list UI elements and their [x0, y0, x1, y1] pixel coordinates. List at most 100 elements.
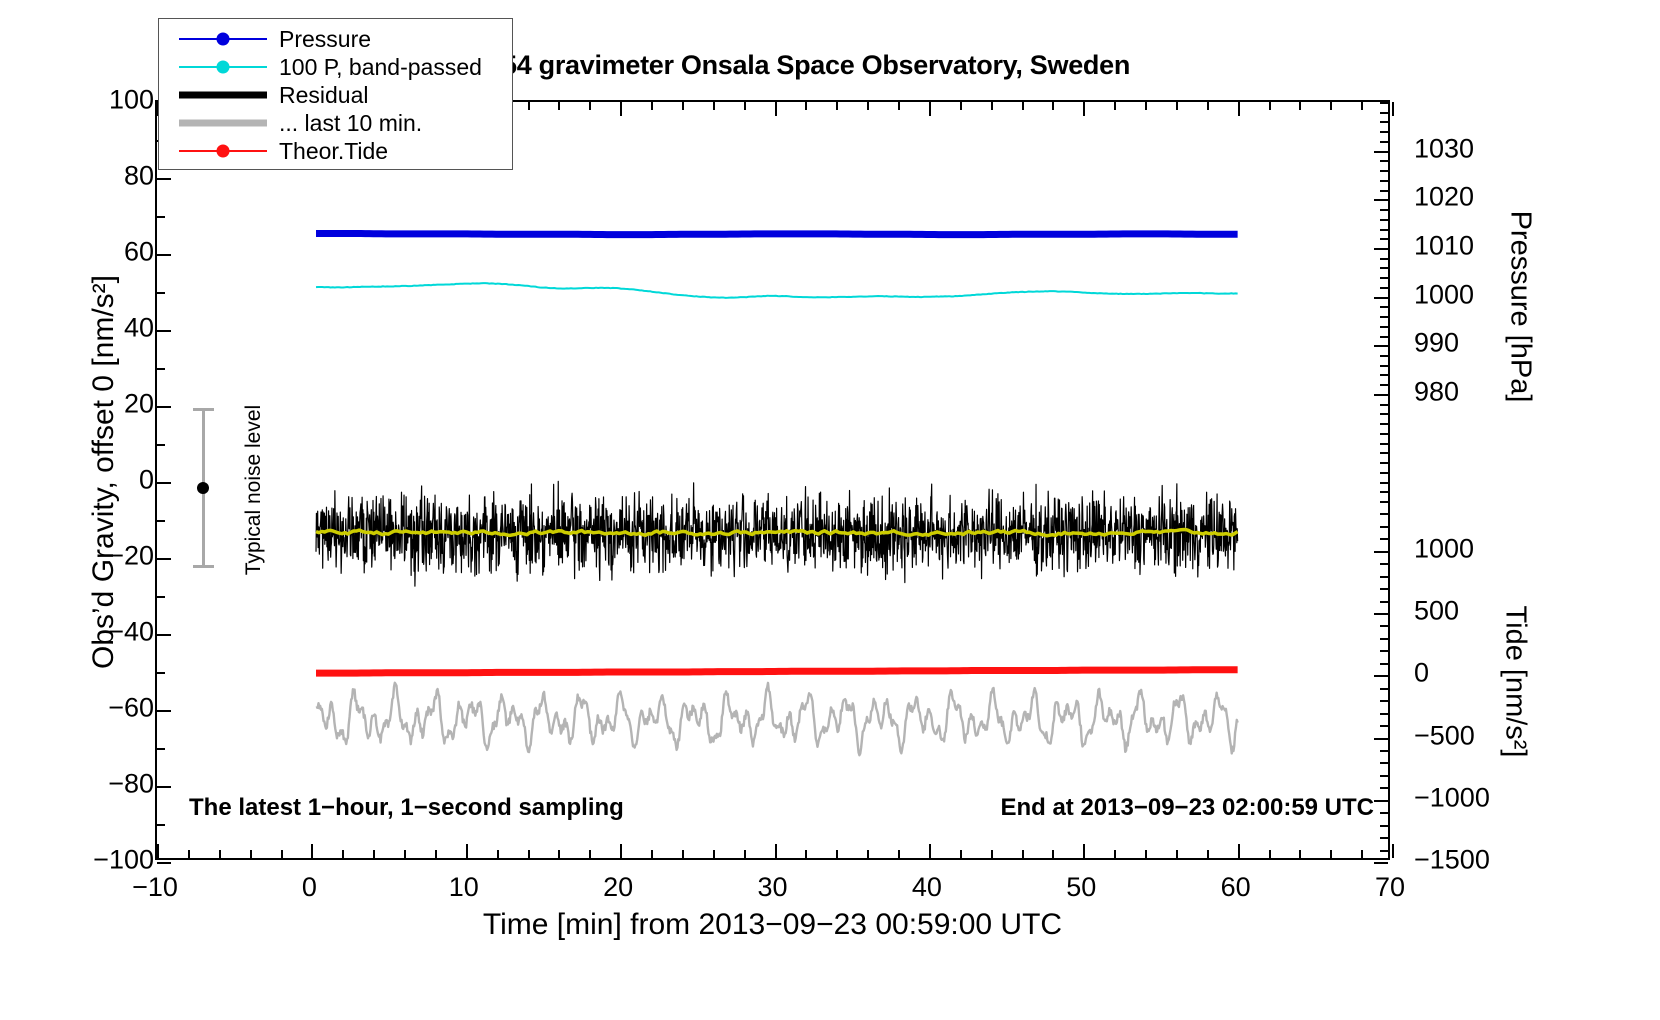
axis-tick	[1374, 150, 1388, 153]
axis-tick	[187, 850, 190, 858]
y-tick-label-tide: −1500	[1414, 844, 1490, 875]
axis-tick	[1083, 102, 1086, 116]
axis-tick	[1380, 471, 1388, 474]
legend-item-3[interactable]: ... last 10 min.	[159, 109, 512, 137]
axis-tick	[157, 520, 165, 522]
axis-tick	[990, 102, 993, 110]
legend-dot-icon	[216, 144, 230, 158]
y-tick-label-tide: 500	[1414, 595, 1460, 626]
x-tick-label: −10	[132, 872, 178, 902]
axis-tick	[157, 330, 171, 332]
axis-tick	[157, 596, 165, 598]
y-tick-label-left: 60	[123, 236, 154, 267]
axis-tick	[1145, 102, 1147, 110]
axis-tick	[1380, 160, 1388, 163]
legend-item-0[interactable]: Pressure	[159, 25, 512, 53]
axis-tick	[836, 102, 839, 110]
axis-tick	[1392, 102, 1394, 116]
y-tick-label-pressure: 980	[1414, 376, 1460, 407]
legend-line-icon	[179, 91, 267, 99]
axis-tick	[1052, 102, 1055, 110]
axis-tick	[743, 102, 746, 110]
axis-tick	[651, 102, 653, 110]
axis-tick	[1380, 824, 1388, 827]
legend-label: ... last 10 min.	[279, 109, 423, 136]
axis-tick	[1380, 563, 1388, 566]
axis-tick	[1145, 850, 1147, 858]
axis-tick	[651, 850, 653, 858]
axis-tick	[1380, 812, 1388, 815]
axis-tick	[1268, 850, 1271, 858]
axis-tick	[1299, 850, 1302, 858]
axis-tick	[1206, 850, 1209, 858]
axis-tick	[157, 406, 171, 408]
x-tick-label: 30	[757, 872, 788, 902]
legend-label: Pressure	[279, 25, 372, 52]
y-tick-label-pressure: 1010	[1414, 230, 1475, 261]
axis-tick	[157, 748, 165, 750]
axis-tick	[1380, 140, 1388, 143]
legend-label: Residual	[279, 81, 369, 108]
noise-errorbar-cap-bottom	[193, 565, 214, 568]
axis-tick	[774, 102, 777, 116]
axis-tick	[1380, 218, 1388, 221]
y-tick-label-pressure: 1030	[1414, 133, 1475, 164]
axis-tick	[1021, 850, 1024, 858]
page-title: SCG_054 gravimeter Onsala Space Observat…	[414, 50, 1131, 80]
legend[interactable]: Pressure 100 P, band-passed Residual... la…	[158, 18, 513, 170]
axis-tick	[898, 102, 900, 110]
axis-tick	[867, 850, 870, 858]
data-traces	[315, 229, 1239, 757]
axis-tick	[1380, 403, 1388, 406]
legend-label: 100 P, band-passed	[279, 53, 482, 80]
legend-item-1[interactable]: 100 P, band-passed	[159, 53, 512, 81]
axis-tick	[620, 844, 623, 858]
trace-last-10-min	[315, 681, 1239, 757]
axis-tick	[1052, 850, 1055, 858]
axis-tick	[157, 178, 171, 180]
axis-tick	[404, 850, 406, 858]
axis-tick	[1380, 257, 1388, 260]
axis-tick	[1206, 102, 1209, 110]
axis-tick	[157, 216, 165, 218]
axis-tick	[959, 850, 962, 858]
axis-tick	[1380, 625, 1388, 628]
axis-tick	[1380, 650, 1388, 653]
axis-tick	[157, 482, 171, 484]
y-tick-label-tide: 0	[1414, 657, 1430, 688]
axis-tick	[1374, 675, 1388, 678]
axis-tick	[218, 850, 221, 858]
axis-tick	[805, 850, 808, 858]
legend-item-2[interactable]: Residual	[159, 81, 512, 109]
axis-tick	[1380, 384, 1388, 387]
axis-tick	[1237, 102, 1240, 116]
axis-tick	[1299, 102, 1302, 110]
axis-tick	[1374, 799, 1388, 802]
y-tick-label-left: −20	[108, 540, 154, 571]
axis-tick	[867, 102, 870, 110]
axis-tick	[1374, 550, 1388, 553]
axis-tick	[743, 850, 746, 858]
axis-tick	[1361, 850, 1364, 858]
y-tick-label-left: −60	[108, 692, 154, 723]
axis-tick	[1380, 513, 1388, 516]
axis-tick	[249, 850, 252, 858]
axis-tick	[681, 102, 684, 110]
axis-tick	[1380, 364, 1388, 367]
axis-tick	[1374, 247, 1388, 250]
legend-item-4[interactable]: Theor.Tide	[159, 137, 512, 165]
trace-residual-smoothed	[315, 527, 1239, 538]
axis-tick	[527, 102, 530, 110]
y-tick-label-tide: −500	[1414, 720, 1475, 751]
y-tick-label-tide: −1000	[1414, 782, 1490, 813]
axis-tick	[1380, 179, 1388, 182]
noise-label: Typical noise level	[242, 404, 265, 576]
axis-tick	[774, 844, 777, 858]
axis-tick	[342, 850, 345, 858]
axis-tick	[1380, 725, 1388, 728]
y-tick-label-left: 20	[123, 388, 154, 419]
x-tick-label: 0	[301, 872, 317, 902]
axis-tick	[1114, 850, 1117, 858]
axis-tick	[157, 254, 171, 256]
axis-tick	[1330, 850, 1333, 858]
